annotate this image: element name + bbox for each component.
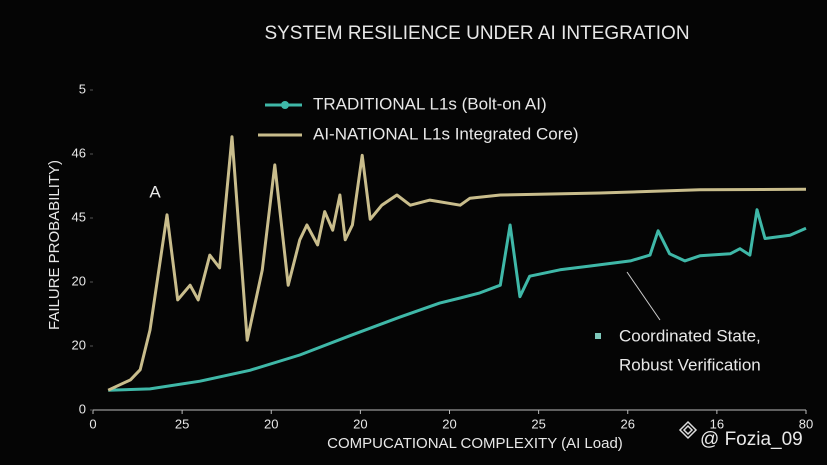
x-tick-label: 20 <box>264 416 278 431</box>
y-tick-label: 0 <box>79 401 86 416</box>
x-tick-label: 25 <box>175 416 189 431</box>
annotation-leader <box>626 271 661 321</box>
x-tick-label: 0 <box>89 416 96 431</box>
x-tick-label: 26 <box>621 416 635 431</box>
x-axis-title: COMPUCATIONAL COMPLEXITY (AI Load) <box>327 435 623 452</box>
y-tick-label: 20 <box>72 273 86 288</box>
annotation-marker <box>595 333 601 339</box>
y-tick-label: 46 <box>72 145 86 160</box>
legend-marker <box>281 101 289 109</box>
y-tick-label: 5 <box>79 81 86 96</box>
x-tick-label: 20 <box>442 416 456 431</box>
annotation: Robust Verification <box>619 355 761 374</box>
series-line <box>107 135 807 392</box>
x-tick-label: 16 <box>710 416 724 431</box>
legend-label: TRADITIONAL L1s (Bolt-on AI) <box>313 94 547 113</box>
watermark-logo <box>678 420 698 440</box>
legend-label: AI-NATIONAL L1s Integrated Core) <box>313 124 579 143</box>
x-tick-label: 80 <box>799 416 813 431</box>
y-axis-title: FAILURE PROBABILITY) <box>46 160 63 330</box>
x-tick-label: 25 <box>531 416 545 431</box>
annotation: Coordinated State, <box>619 326 761 345</box>
y-tick-label: 20 <box>72 337 86 352</box>
chart-title: SYSTEM RESILIENCE UNDER AI INTEGRATION <box>264 23 689 44</box>
y-tick-label: 45 <box>72 209 86 224</box>
watermark: @ Fozia_09 <box>700 429 803 450</box>
x-tick-label: 20 <box>353 416 367 431</box>
series-line <box>108 208 807 392</box>
annotation: A <box>149 182 161 201</box>
